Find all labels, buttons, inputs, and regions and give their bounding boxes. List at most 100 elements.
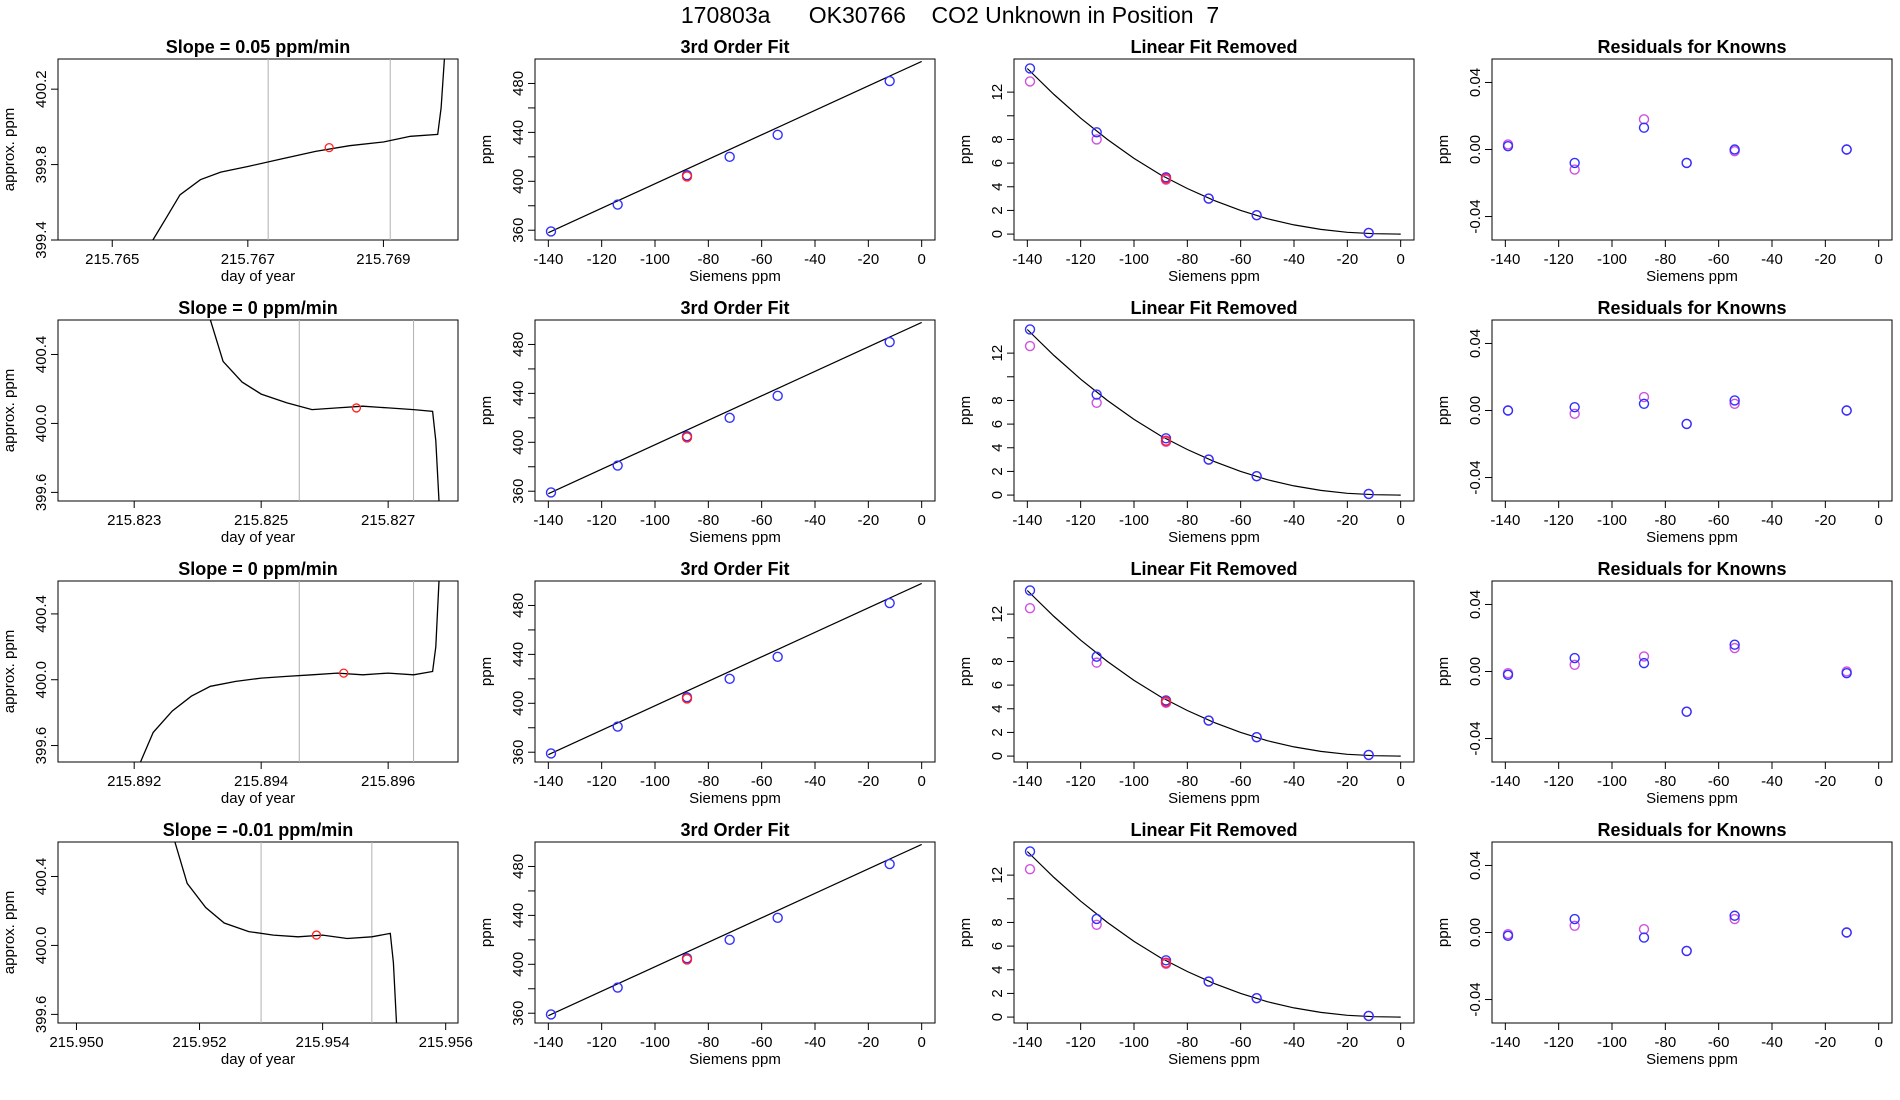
chart3-y-tick-label-2: 4 [989,183,1006,191]
chart11-data-area [1024,585,1401,761]
chart4-x-tick-label-7: 0 [1874,251,1882,268]
chart1-x-tick-label-1: 215.767 [221,251,275,268]
chart12-x-tick-label-2: -100 [1597,773,1627,790]
chart10-series-1-point-1 [545,748,557,759]
chart10-frame [534,580,936,763]
chart3-series-2-point-1 [1024,63,1036,74]
chart2-title: 3rd Order Fit [680,37,789,57]
chart11-series-1-point-1 [1024,603,1036,614]
chart14-frame [534,841,936,1024]
chart13-trace-line [174,842,398,1023]
chart16-x-tick-label-5: -40 [1761,1034,1783,1051]
chart13-panel: Slope = -0.01 ppm/min 215.950 215.952 215.9… [1,820,473,1068]
chart6-series-1-point-1 [545,487,557,498]
chart11-y-tick-label-5: 12 [989,606,1006,623]
chart11-y-tick-label-3: 6 [989,681,1006,689]
chart1-x-tick-label-0: 215.765 [85,251,139,268]
chart6-panel: 3rd Order Fit -140 -120 -100 -80 -60 -40 -20 0 Si… [478,298,936,546]
chart1-title: Slope = 0.05 ppm/min [166,37,351,57]
chart3-panel: Linear Fit Removed -140 -120 -100 -80 -60 -40 -… [957,37,1415,285]
chart4-panel: Residuals for Knowns -140 -120 -100 -80 -60 -4… [1435,37,1893,285]
chart1-data-area [152,59,446,240]
chart13-x-tick-label-2: 215.954 [295,1034,349,1051]
chart12-y-tick-label-1: 0.00 [1467,657,1484,686]
chart4-series-2-point-6 [1841,144,1852,155]
chart6-x-tick-label-1: -120 [587,512,617,529]
chart15-y-tick-label-4: 8 [989,918,1006,926]
chart3-x-tick-label-6: -20 [1336,251,1358,268]
chart8-frame [1491,319,1893,502]
chart7-y-tick-label-1: 2 [989,467,1006,475]
chart11-title: Linear Fit Removed [1130,559,1297,579]
chart14-series-1-point-5 [772,912,783,924]
chart8-series-2-point-6 [1841,405,1852,416]
chart16-x-tick-label-3: -80 [1654,1034,1676,1051]
chart8-y-tick-label-2: 0.04 [1467,329,1484,358]
chart16-y-tick-label-2: 0.04 [1467,851,1484,880]
chart16-series-1-point-2 [1569,920,1580,931]
chart2-y-tick-label-1: 400 [510,169,527,194]
chart1-x-axis-label: day of year [221,268,295,285]
chart16-x-tick-label-2: -100 [1597,1034,1627,1051]
chart4-data-area [1502,114,1852,175]
chart7-data-area [1024,324,1401,500]
chart6-x-tick-label-4: -60 [751,512,773,529]
chart3-series-3-point-1 [1160,173,1172,184]
chart15-y-tick-label-1: 2 [989,989,1006,997]
chart3-frame [1013,58,1415,241]
chart15-x-tick-label-2: -100 [1119,1034,1149,1051]
chart3-y-tick-label-3: 6 [989,159,1006,167]
chart15-x-axis-label: Siemens ppm [1168,1051,1260,1068]
chart7-series-1-point-1 [1024,340,1036,352]
chart2-y-tick-label-0: 360 [510,218,527,243]
chart3-x-tick-label-3: -80 [1176,251,1198,268]
chart2-x-tick-label-4: -60 [751,251,773,268]
chart12-y-tick-label-2: 0.04 [1467,590,1484,619]
chart11-panel: Linear Fit Removed -140 -120 -100 -80 -60 -40 -… [957,559,1415,807]
chart14-y-axis-label: ppm [478,918,495,947]
chart16-frame [1491,841,1893,1024]
chart16-y-tick-label-0: -0.04 [1467,982,1484,1016]
chart16-title: Residuals for Knowns [1597,820,1786,840]
chart3-title: Linear Fit Removed [1130,37,1297,57]
chart8-series-1-point-2 [1569,408,1580,420]
chart14-series-1-point-2 [612,982,623,993]
chart6-series-1-point-5 [772,390,783,402]
chart10-x-axis-label: Siemens ppm [689,790,781,807]
chart5-y-tick-label-2: 400.4 [33,336,50,374]
chart12-series-1-point-2 [1569,659,1580,670]
chart5-data-area [209,320,440,501]
chart9-y-tick-label-1: 400.0 [33,661,50,699]
chart6-x-tick-label-0: -140 [533,512,563,529]
chart11-x-tick-label-6: -20 [1336,773,1358,790]
chart5-title: Slope = 0 ppm/min [178,298,338,318]
chart3-y-tick-label-4: 8 [989,135,1006,143]
chart14-y-tick-label-1: 400 [510,952,527,977]
chart4-x-tick-label-3: -80 [1654,251,1676,268]
chart10-x-tick-label-2: -100 [640,773,670,790]
chart14-fit-curve [548,843,922,1017]
chart10-x-tick-label-1: -120 [587,773,617,790]
chart8-series-2-point-2 [1569,401,1580,413]
chart9-frame [57,580,459,763]
chart8-x-tick-label-0: -140 [1490,512,1520,529]
chart12-x-tick-label-6: -20 [1814,773,1836,790]
chart4-x-tick-label-0: -140 [1490,251,1520,268]
chart3-data-area [1024,63,1401,239]
chart7-y-axis-label: ppm [957,396,974,425]
chart3-y-tick-label-0: 0 [989,230,1006,238]
chart7-fit-curve [1026,329,1401,496]
chart12-x-tick-label-7: 0 [1874,773,1882,790]
chart11-series-2-point-6 [1363,749,1374,761]
chart3-x-tick-label-1: -120 [1066,251,1096,268]
chart7-y-tick-label-4: 8 [989,396,1006,404]
chart8-data-area [1502,391,1852,430]
chart2-x-tick-label-2: -100 [640,251,670,268]
chart10-data-area [545,582,922,759]
chart14-x-tick-label-1: -120 [587,1034,617,1051]
chart7-series-1-point-2 [1091,397,1102,409]
chart15-frame [1013,841,1415,1024]
chart9-data-area [139,581,440,762]
chart15-y-tick-label-3: 6 [989,942,1006,950]
